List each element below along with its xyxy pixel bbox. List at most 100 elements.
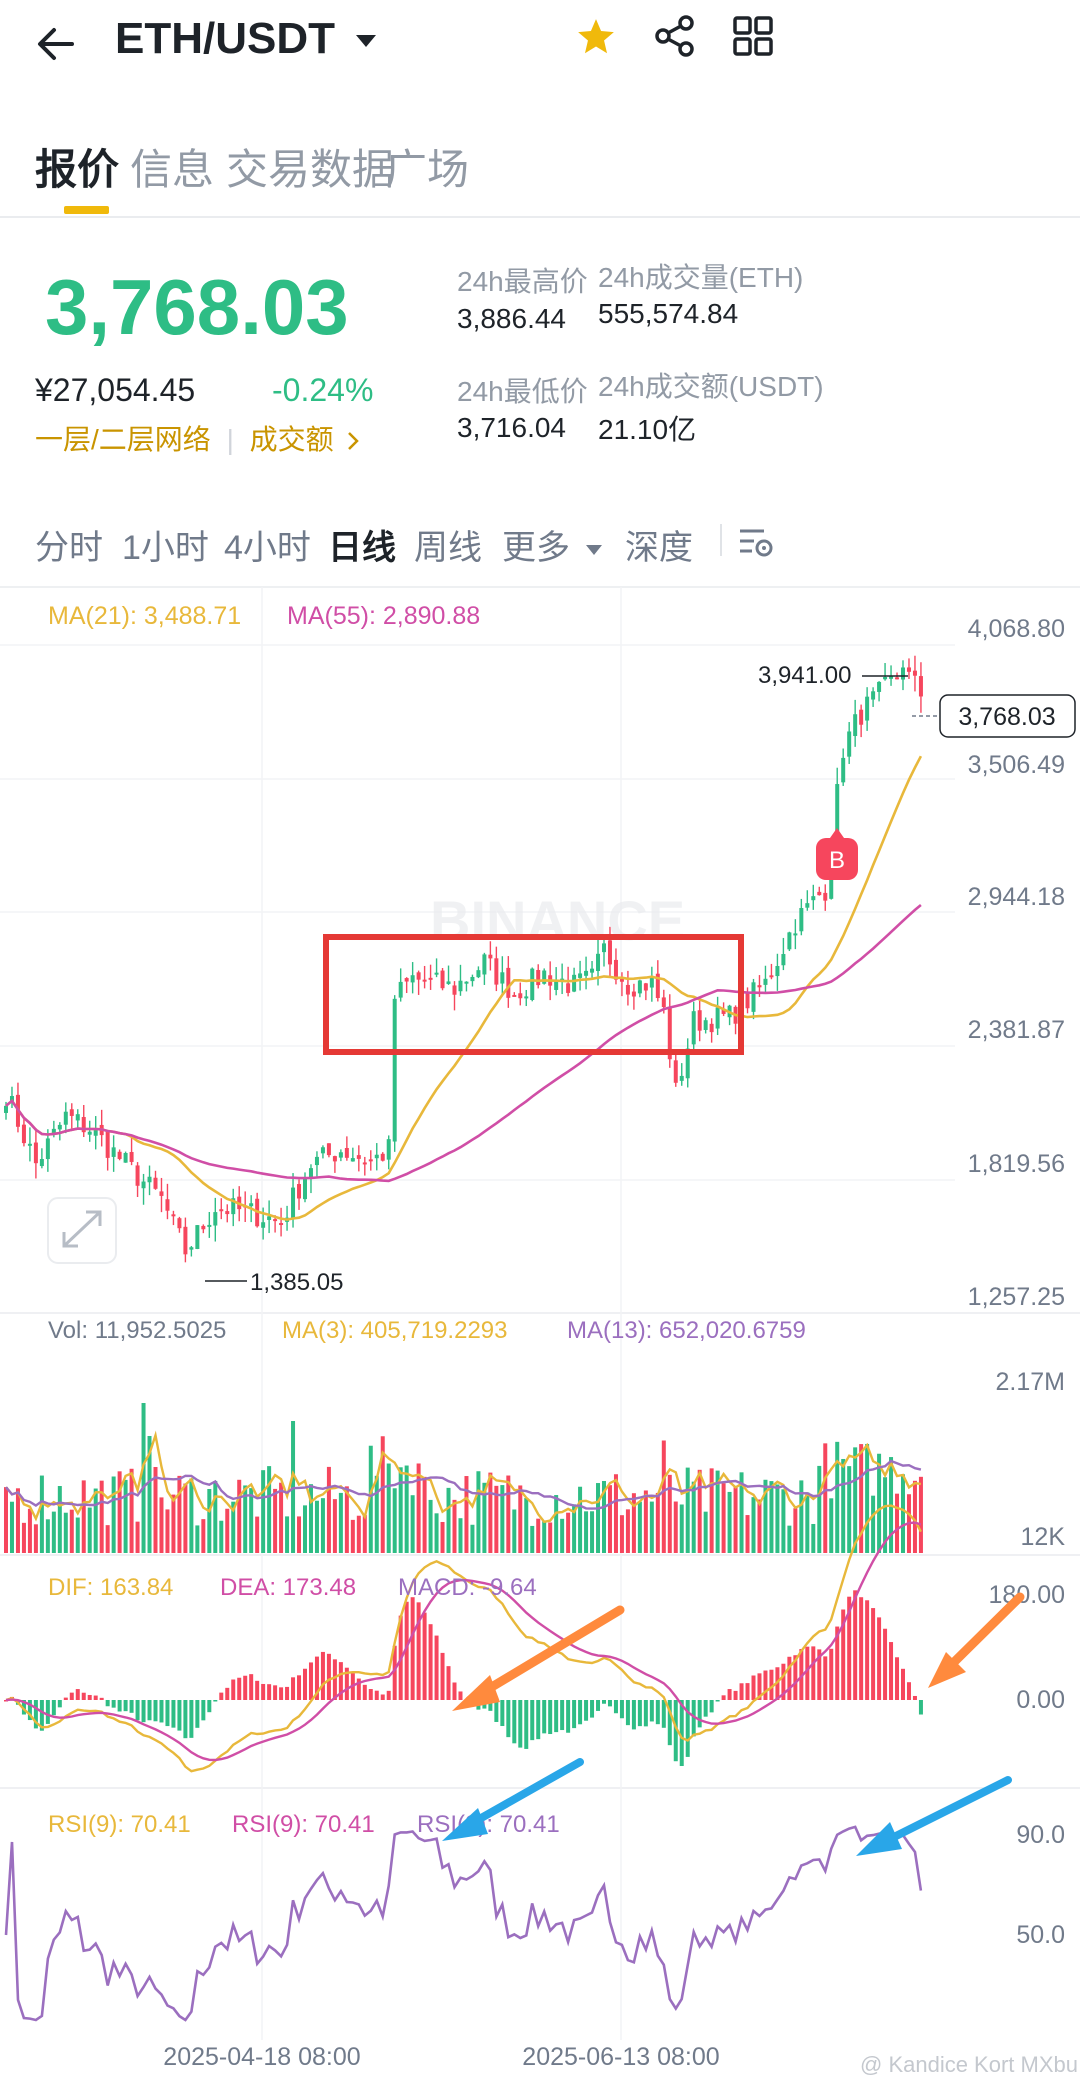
tab-quote[interactable]: 报价 xyxy=(35,146,120,193)
ma21-label: MA(21): 3,488.71 xyxy=(48,602,241,630)
buy-marker xyxy=(816,838,858,880)
tf-depth[interactable]: 深度 xyxy=(625,529,693,567)
tf-divider xyxy=(720,524,722,556)
macd-bar xyxy=(488,1700,493,1711)
candle-body xyxy=(667,1006,672,1060)
macd-bar xyxy=(177,1700,182,1731)
macd-bar xyxy=(494,1700,499,1722)
macd-bar xyxy=(410,1597,415,1700)
candle-body xyxy=(99,1124,104,1136)
tf-1w[interactable]: 周线 xyxy=(414,529,482,567)
volume-bar xyxy=(895,1493,900,1553)
grid-menu-icon[interactable] xyxy=(733,16,773,56)
turnover-link[interactable]: 成交额 xyxy=(249,424,334,455)
macd-bar xyxy=(320,1651,325,1700)
candle-body xyxy=(350,1158,355,1162)
expand-icon xyxy=(62,1210,102,1248)
candle-body xyxy=(368,1159,373,1162)
volume-bar xyxy=(572,1504,577,1553)
volume-bar xyxy=(757,1499,762,1553)
tab-info[interactable]: 信息 xyxy=(130,146,215,193)
macd-bar xyxy=(607,1700,612,1707)
volume-bar xyxy=(883,1477,888,1553)
macd-bar xyxy=(470,1700,475,1707)
candle-body xyxy=(703,1020,708,1030)
macd-bar xyxy=(219,1692,224,1700)
candle-body xyxy=(344,1148,349,1158)
volume-bar xyxy=(410,1495,415,1553)
candle-body xyxy=(189,1247,194,1250)
macd-bar xyxy=(787,1656,792,1700)
tab-trade-data[interactable]: 交易数据 xyxy=(226,146,395,193)
macd-bar xyxy=(757,1673,762,1700)
tf-4h[interactable]: 4小时 xyxy=(224,529,311,567)
chart-settings-icon[interactable] xyxy=(738,525,774,559)
macd-bar xyxy=(69,1692,74,1700)
share-icon[interactable] xyxy=(653,14,697,58)
macd-bar xyxy=(434,1635,439,1700)
candle-body xyxy=(63,1111,68,1125)
pair-selector[interactable]: ETH/USDT xyxy=(115,14,377,64)
candle-body xyxy=(829,851,834,899)
candle-body xyxy=(799,908,804,932)
macd-bar xyxy=(303,1668,307,1700)
macd-bar xyxy=(584,1700,589,1721)
macd-bar xyxy=(27,1700,32,1721)
volume-bar xyxy=(667,1474,672,1553)
macd-bar xyxy=(655,1700,660,1725)
macd-bar xyxy=(201,1700,206,1721)
macd-bar xyxy=(835,1626,840,1700)
star-icon[interactable] xyxy=(575,16,617,58)
x-tick: 2025-06-13 08:00 xyxy=(522,2043,719,2071)
candle-body xyxy=(153,1177,158,1189)
tf-1h[interactable]: 1小时 xyxy=(122,529,209,567)
tf-1d[interactable]: 日线 xyxy=(328,529,396,567)
highlight-box xyxy=(323,934,744,1055)
candle-body xyxy=(895,677,900,680)
network-label: 一层/二层网络 xyxy=(35,424,211,455)
tab-square[interactable]: 广场 xyxy=(385,146,470,193)
chevron-right-icon xyxy=(348,432,360,450)
candle-body xyxy=(566,983,571,993)
candle-body xyxy=(643,983,648,991)
volume-bar xyxy=(512,1509,517,1553)
volume-bar xyxy=(548,1522,553,1553)
candle-body xyxy=(159,1191,164,1196)
candle-body xyxy=(572,974,577,992)
macd-bar xyxy=(15,1700,20,1705)
vol-ma13-label: MA(13): 652,020.6759 xyxy=(567,1317,806,1344)
volume-bar xyxy=(518,1485,523,1553)
volume-bar xyxy=(165,1509,170,1553)
candle-body xyxy=(470,976,475,982)
candle-body xyxy=(637,980,642,994)
candle-body xyxy=(308,1168,313,1179)
expand-button[interactable] xyxy=(47,1197,117,1264)
volume-bar xyxy=(536,1518,541,1553)
candle-body xyxy=(45,1138,50,1160)
tf-more[interactable]: 更多 xyxy=(502,520,603,569)
macd-bar xyxy=(261,1683,266,1700)
macd-bar xyxy=(721,1695,726,1700)
candle-body xyxy=(422,979,427,982)
macd-bar xyxy=(51,1700,56,1716)
back-arrow-icon[interactable] xyxy=(36,24,76,64)
candle-body xyxy=(416,972,421,980)
tf-time[interactable]: 分时 xyxy=(35,529,103,567)
macd-bar xyxy=(733,1690,738,1700)
candle-body xyxy=(261,1222,266,1228)
stat-low-value: 3,716.04 xyxy=(457,412,566,443)
watermark: BINANCE xyxy=(430,889,685,952)
volume-bar xyxy=(207,1488,212,1553)
macd-bar xyxy=(709,1700,714,1713)
network-tag[interactable]: 一层/二层网络 | 成交额 xyxy=(35,418,360,458)
volume-bar xyxy=(362,1514,367,1553)
volume-bar xyxy=(428,1499,433,1553)
candle-body xyxy=(392,998,397,1142)
candle-body xyxy=(362,1162,367,1165)
volume-bar xyxy=(231,1501,236,1553)
candle-body xyxy=(865,696,870,721)
candle-body xyxy=(649,977,654,988)
macd-bar xyxy=(877,1617,882,1700)
macd-bar xyxy=(4,1700,8,1702)
volume-bar xyxy=(691,1481,696,1553)
